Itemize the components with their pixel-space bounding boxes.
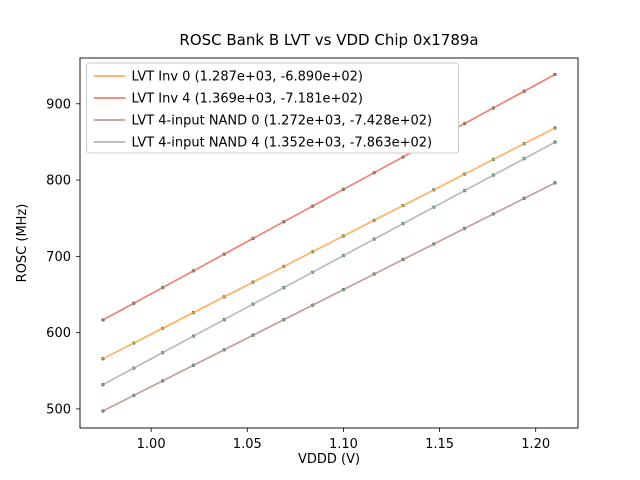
fit-line-series-3	[102, 141, 556, 386]
x-axis-label: VDDD (V)	[298, 452, 360, 467]
fit-line-series-1	[102, 73, 556, 321]
x-tick-label: 1.15	[425, 437, 454, 452]
fit-line-series-0	[102, 127, 556, 360]
x-tick-label: 1.20	[521, 437, 550, 452]
axes-spines	[79, 57, 579, 429]
legend-label-0: LVT Inv 0 (1.287e+03, -6.890e+02)	[132, 70, 363, 85]
y-tick-label: 900	[46, 97, 71, 112]
y-tick-label: 700	[46, 250, 71, 265]
y-tick-label: 500	[46, 402, 71, 417]
legend-box	[86, 62, 459, 154]
x-tick-label: 1.00	[137, 437, 166, 452]
legend-label-3: LVT 4-input NAND 4 (1.352e+03, -7.863e+0…	[132, 136, 433, 151]
chart-title: ROSC Bank B LVT vs VDD Chip 0x1789a	[179, 31, 478, 49]
legend-label-1: LVT Inv 4 (1.369e+03, -7.181e+02)	[132, 92, 363, 107]
legend-label-2: LVT 4-input NAND 0 (1.272e+03, -7.428e+0…	[132, 114, 433, 129]
y-tick-label: 600	[46, 326, 71, 341]
fit-line-series-2	[102, 182, 556, 412]
x-tick-label: 1.10	[329, 437, 358, 452]
y-axis-label: ROSC (MHz)	[15, 204, 30, 283]
y-tick-label: 800	[46, 174, 71, 189]
x-tick-label: 1.05	[233, 437, 262, 452]
